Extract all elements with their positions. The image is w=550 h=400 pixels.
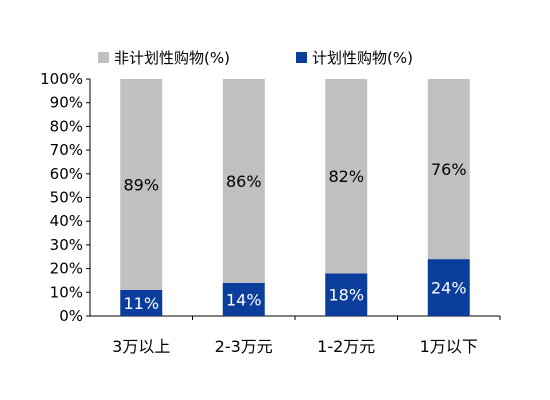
data-label-planned: 24% [431,279,467,298]
y-tick-label: 40% [50,212,83,230]
bar-unplanned [325,79,368,274]
bar-unplanned [222,79,265,283]
data-label-unplanned: 76% [431,160,467,179]
y-tick-label: 90% [50,94,83,112]
legend-item-unplanned: 非计划性购物(%) [98,47,230,68]
legend-label-planned: 计划性购物(%) [312,49,413,67]
y-tick-label: 80% [50,117,83,135]
x-category-label: 2-3万元 [215,337,273,356]
y-tick-label: 0% [59,307,83,325]
data-label-planned: 18% [328,286,364,305]
y-tick-label: 60% [50,165,83,183]
bar-unplanned [427,79,470,260]
chart-legend: 非计划性购物(%) 计划性购物(%) [0,47,550,67]
bar-planned [120,289,163,316]
data-label-unplanned: 89% [123,175,159,194]
x-category-label: 1万以下 [420,337,478,356]
legend-item-planned: 计划性购物(%) [296,47,413,68]
y-tick-label: 50% [50,189,83,207]
x-category-label: 3万以上 [112,337,170,356]
y-tick-label: 10% [50,283,83,301]
legend-swatch-unplanned [98,52,109,63]
y-tick-label: 70% [50,141,83,159]
data-label-unplanned: 82% [328,167,364,186]
bar-unplanned [120,79,163,290]
bar-planned [427,259,470,316]
bar-planned [325,273,368,316]
data-label-unplanned: 86% [226,172,262,191]
x-category-label: 1-2万元 [317,337,375,356]
legend-swatch-planned [296,52,307,63]
y-tick-label: 30% [50,236,83,254]
bar-planned [222,282,265,316]
data-label-planned: 11% [123,294,159,313]
y-tick-label: 100% [40,70,83,88]
legend-label-unplanned: 非计划性购物(%) [114,49,230,67]
y-tick-label: 20% [50,260,83,278]
data-label-planned: 14% [226,290,262,309]
